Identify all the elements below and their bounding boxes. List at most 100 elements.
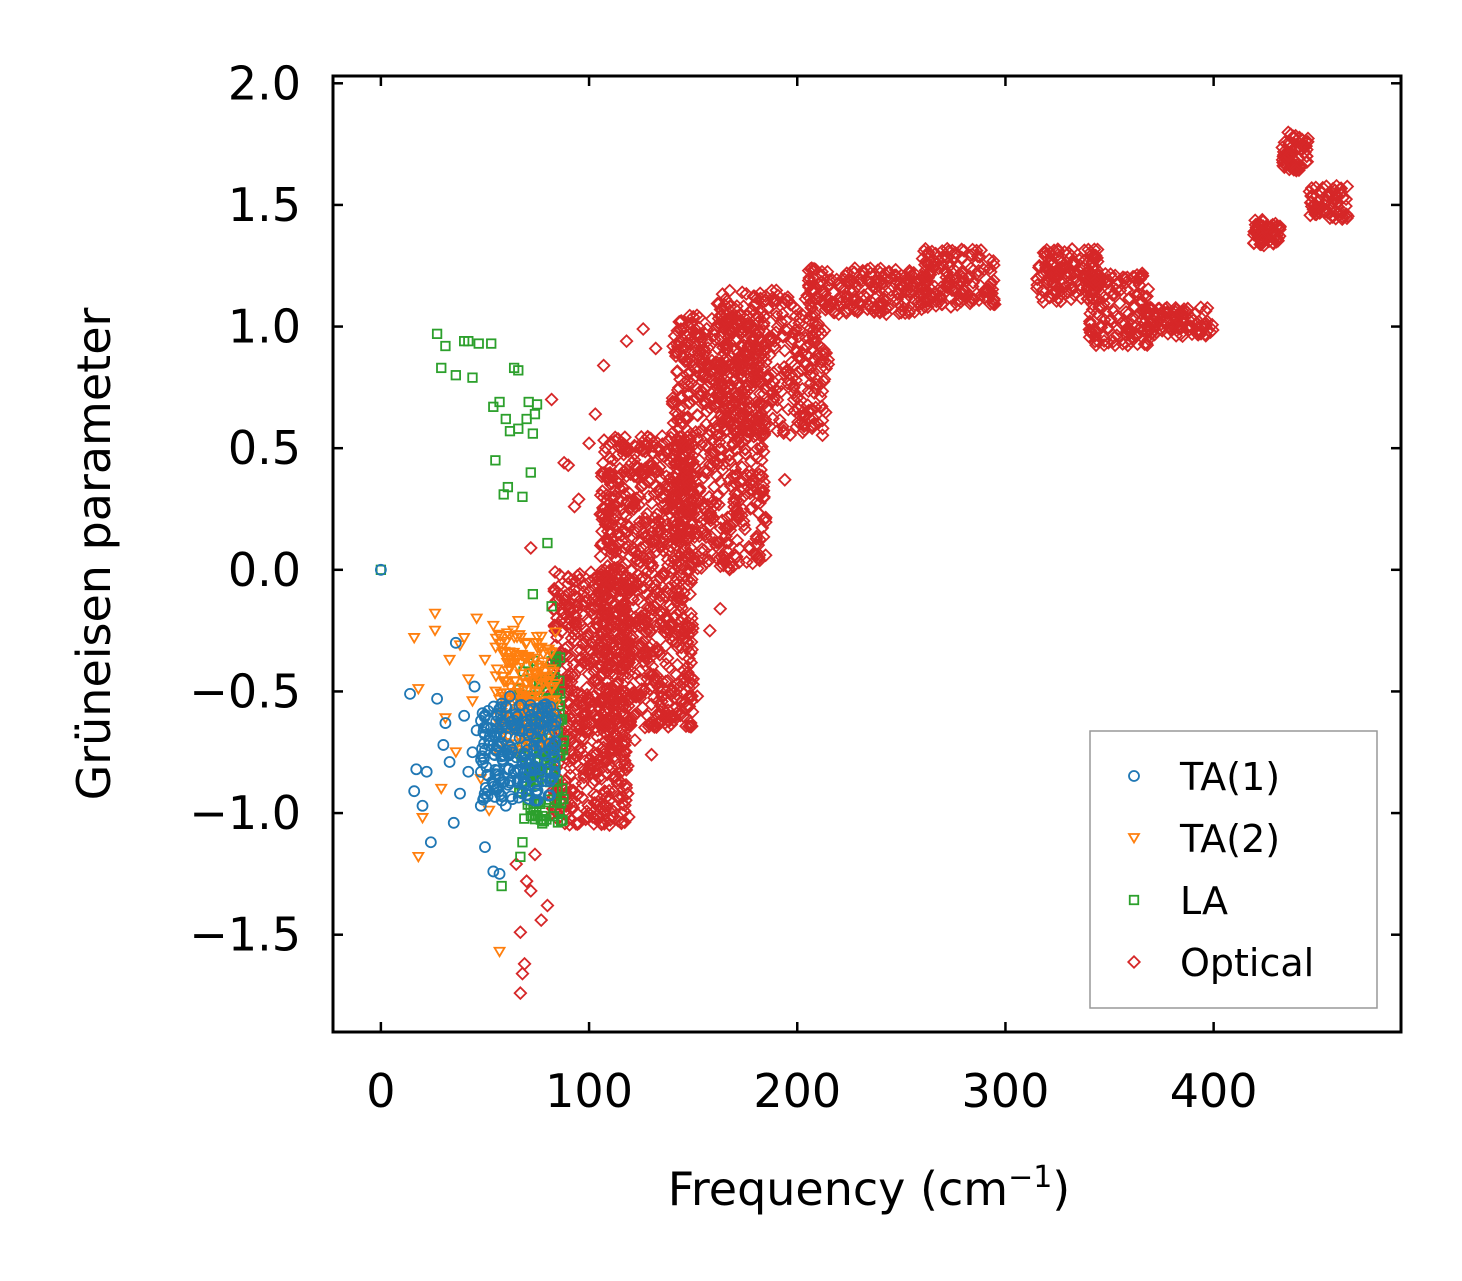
ta-1-point: [486, 775, 499, 788]
ta-1-point: [531, 753, 543, 766]
optical-point: [842, 274, 857, 289]
optical-point: [1109, 282, 1124, 297]
optical-point: [544, 392, 559, 407]
optical-point: [663, 564, 678, 579]
optical-point: [623, 712, 638, 727]
optical-point: [579, 716, 594, 731]
la-point: [525, 810, 537, 822]
ta-2-point: [531, 686, 546, 698]
ta-2-point: [478, 654, 492, 667]
la-point: [502, 481, 514, 493]
optical-point: [1096, 290, 1111, 305]
ta-2-point: [532, 660, 546, 672]
optical-point: [607, 573, 622, 588]
optical-point: [704, 529, 719, 544]
optical-point: [728, 462, 743, 477]
optical-point: [1166, 318, 1181, 333]
optical-point: [1154, 310, 1169, 325]
optical-point: [607, 616, 623, 631]
optical-point: [637, 468, 652, 483]
optical-point: [630, 577, 645, 592]
optical-point: [665, 629, 680, 644]
optical-point: [980, 284, 995, 299]
optical-point: [611, 535, 626, 550]
optical-point: [1123, 326, 1138, 341]
optical-point: [735, 361, 750, 376]
optical-point: [682, 395, 697, 410]
ta-2-point: [415, 813, 430, 825]
optical-point: [1107, 330, 1122, 345]
optical-point: [756, 324, 771, 339]
ta-1-point: [495, 737, 508, 749]
optical-point: [982, 261, 997, 276]
ta-1-point: [479, 709, 492, 722]
optical-point: [983, 296, 998, 311]
ta-1-point: [487, 865, 500, 878]
ta-1-point: [506, 743, 518, 756]
optical-point: [644, 565, 659, 580]
optical-point: [697, 512, 712, 527]
optical-point: [547, 618, 562, 633]
optical-point: [899, 291, 914, 306]
optical-point: [616, 464, 631, 479]
optical-point: [713, 534, 728, 549]
optical-point: [667, 518, 682, 533]
ta-1-point: [479, 841, 491, 854]
optical-point: [1306, 201, 1321, 216]
optical-point: [707, 327, 722, 342]
optical-point: [566, 800, 581, 815]
optical-point: [729, 426, 744, 441]
optical-point: [644, 459, 659, 474]
optical-point: [620, 758, 635, 773]
optical-point: [614, 501, 629, 516]
ta-2-point: [490, 664, 504, 676]
optical-point: [694, 396, 709, 411]
optical-point: [751, 398, 766, 413]
optical-point: [723, 479, 738, 494]
ta-1-point: [548, 725, 561, 738]
optical-point: [719, 398, 734, 413]
optical-point: [756, 489, 771, 504]
optical-point: [567, 684, 582, 699]
optical-point: [667, 553, 682, 568]
ta-1-point: [536, 775, 549, 788]
optical-point: [597, 563, 612, 578]
optical-point: [755, 486, 770, 501]
optical-point: [1113, 283, 1128, 298]
optical-point: [745, 303, 760, 318]
optical-point: [688, 554, 703, 569]
optical-point: [645, 659, 660, 674]
optical-point: [670, 323, 685, 338]
optical-point: [647, 461, 662, 476]
optical-point: [683, 645, 698, 661]
optical-point: [933, 288, 948, 303]
ta-2-point: [528, 679, 542, 691]
optical-point: [670, 590, 686, 605]
ta-1-point: [374, 563, 387, 576]
optical-point: [722, 283, 737, 298]
optical-point: [567, 499, 582, 514]
la-point: [531, 399, 543, 410]
ta-2-point: [489, 671, 503, 683]
optical-point: [573, 740, 588, 755]
legend: TA(1) TA(2) LA Optical: [1089, 730, 1378, 1009]
optical-point: [519, 874, 534, 889]
ta-2-point: [548, 679, 563, 691]
optical-point: [710, 386, 725, 401]
optical-point: [724, 508, 739, 523]
optical-point: [752, 495, 767, 511]
optical-point: [743, 380, 758, 396]
optical-point: [1312, 205, 1327, 221]
ta-2-point: [499, 636, 513, 649]
optical-point: [754, 453, 769, 468]
optical-point: [770, 319, 785, 334]
optical-point: [564, 667, 579, 682]
ta-1-point: [533, 739, 546, 752]
optical-point: [590, 729, 605, 744]
optical-point: [673, 708, 688, 723]
y-axis-label: Grüneisen parameter: [67, 307, 121, 800]
optical-point: [676, 514, 691, 529]
optical-point: [546, 601, 561, 616]
optical-point: [573, 660, 588, 675]
optical-point: [633, 540, 648, 555]
